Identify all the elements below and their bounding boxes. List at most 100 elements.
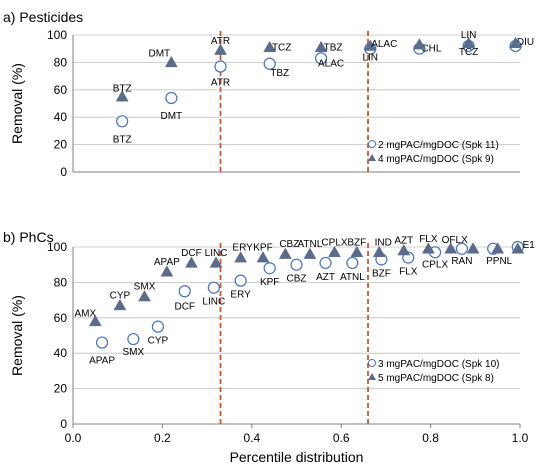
point-label: LINC xyxy=(205,248,228,259)
data-point-triangle xyxy=(397,244,411,256)
point-label: BZF xyxy=(347,237,366,248)
point-label: ATNL xyxy=(340,272,365,283)
y-tick-label: 40 xyxy=(54,346,68,360)
point-label: DCF xyxy=(174,301,195,312)
y-tick-label: 0 xyxy=(60,165,67,179)
y-tick-label: 20 xyxy=(54,138,68,152)
point-label: DCF xyxy=(181,248,202,259)
legend-marker-triangle xyxy=(368,154,376,161)
point-label: CBZ xyxy=(287,274,307,285)
data-point-circle xyxy=(207,281,220,294)
data-point-circle xyxy=(319,256,332,270)
data-point-circle xyxy=(127,332,140,346)
y-tick-label: 100 xyxy=(47,28,67,42)
point-label: ALAC xyxy=(371,39,397,50)
panel-title: b) PhCs xyxy=(3,229,54,245)
point-label: LIN xyxy=(461,30,477,41)
y-tick-label: 100 xyxy=(47,240,67,254)
legend-marker-triangle xyxy=(368,373,376,380)
point-label: FLX xyxy=(399,267,418,278)
y-tick-label: 20 xyxy=(54,382,68,396)
data-point-triangle xyxy=(412,38,426,50)
point-label: KPF xyxy=(260,277,279,288)
data-point-triangle xyxy=(372,245,386,258)
data-point-circle xyxy=(151,320,165,333)
point-label: KPF xyxy=(253,243,272,254)
data-point-circle xyxy=(178,285,191,298)
data-point-circle xyxy=(290,258,303,271)
point-label: BTZ xyxy=(113,134,132,145)
point-label: ALAC xyxy=(318,58,344,69)
legend-label: 5 mgPAC/mgDOC (Spk 8) xyxy=(378,373,494,384)
data-point-triangle xyxy=(509,36,522,48)
point-label: SMX xyxy=(123,347,145,358)
data-point-triangle xyxy=(88,314,102,327)
data-point-triangle xyxy=(466,242,480,254)
point-label: CBZ xyxy=(279,239,299,250)
data-point-circle xyxy=(455,242,468,255)
data-point-triangle xyxy=(462,36,476,48)
point-label: TCZ xyxy=(272,42,291,53)
data-point-circle xyxy=(165,91,178,105)
y-axis-label: Removal (%) xyxy=(9,295,25,376)
x-tick-label: 0.6 xyxy=(333,431,350,445)
y-tick-label: 80 xyxy=(54,55,68,69)
point-label: AMX xyxy=(75,308,97,319)
point-label: OFLX xyxy=(442,235,468,246)
series-2: BTZ DMT ATR TCZ TBZ ALAC LIN xyxy=(113,30,522,102)
data-point-triangle xyxy=(421,242,435,254)
point-label: CPLX xyxy=(321,237,347,248)
panel-title: a) Pesticides xyxy=(3,9,83,25)
data-point-circle xyxy=(263,57,276,70)
data-point-triangle xyxy=(160,265,174,277)
data-point-triangle xyxy=(256,251,270,263)
chart-panel-2: 0 20 40 60 80 100 0.0 0.2 0.4 0.6 0.8 1.0 b) PhCs Rem… xyxy=(3,229,535,465)
x-tick-label: 0.4 xyxy=(243,431,260,445)
data-point-triangle xyxy=(328,245,341,258)
data-point-triangle xyxy=(444,242,458,254)
data-point-triangle xyxy=(491,242,505,254)
x-tick-label: 0.8 xyxy=(422,431,439,445)
point-label: TBZ xyxy=(324,42,343,53)
y-tick-label: 80 xyxy=(54,275,68,289)
data-point-triangle xyxy=(511,242,525,254)
data-point-triangle xyxy=(303,247,317,259)
data-point-triangle xyxy=(115,90,129,102)
data-point-circle xyxy=(314,52,328,65)
point-label: CYP xyxy=(148,336,169,347)
point-label: AZT xyxy=(316,272,335,283)
point-label: ATR xyxy=(211,36,230,47)
data-point-triangle xyxy=(138,290,151,302)
point-label: AZT xyxy=(394,236,413,247)
point-label: DIU xyxy=(517,37,534,48)
point-label: FLX xyxy=(419,234,438,245)
point-label: APAP xyxy=(89,356,115,367)
point-label: SMX xyxy=(134,282,156,293)
point-label: DMT xyxy=(161,111,183,122)
data-point-circle xyxy=(263,262,276,275)
y-tick-label: 0 xyxy=(60,417,67,431)
point-label: CHL xyxy=(421,44,441,55)
legend-marker-circle xyxy=(368,359,376,367)
data-point-circle xyxy=(234,274,247,287)
point-label: CPLX xyxy=(422,259,448,270)
data-point-circle xyxy=(95,336,109,349)
data-point-triangle xyxy=(350,245,364,258)
data-point-triangle xyxy=(209,256,223,268)
y-axis-label: Removal (%) xyxy=(9,63,25,144)
point-label: BTZ xyxy=(113,84,132,95)
chart-panel-1: 0 20 40 60 80 100 a) Pesticides Removal (%) BTZ D… xyxy=(3,9,534,179)
point-label: E1 xyxy=(523,240,536,251)
y-tick-label: 60 xyxy=(54,311,68,325)
data-point-triangle xyxy=(185,256,198,268)
point-label: TBZ xyxy=(270,68,289,79)
point-label: CYP xyxy=(110,290,131,301)
point-label: BZF xyxy=(372,268,391,279)
data-point-triangle xyxy=(278,247,292,259)
y-tick-label: 60 xyxy=(54,83,68,97)
point-label: LIN xyxy=(362,53,378,64)
data-point-triangle xyxy=(314,40,328,53)
